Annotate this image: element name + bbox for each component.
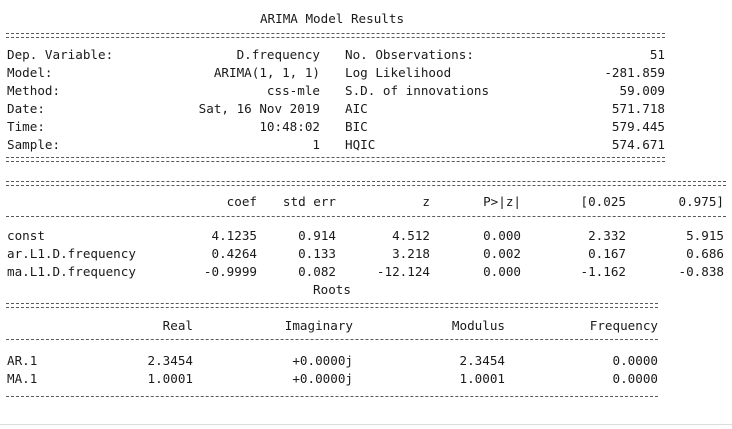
stat-value: 51: [649, 47, 665, 62]
info-value: D.frequency: [236, 47, 320, 62]
stat-label: HQIC: [345, 137, 376, 152]
stat-value: 571.718: [611, 101, 665, 116]
coef-cell: -0.9999: [203, 264, 257, 279]
roots-column-header: Frequency: [589, 318, 658, 333]
coef-cell: 0.133: [298, 246, 336, 261]
coef-cell: 0.914: [298, 228, 336, 243]
roots-cell: +0.0000j: [292, 353, 353, 368]
roots-column-header: Real: [162, 318, 193, 333]
coef-cell: 0.000: [483, 228, 521, 243]
stat-value: 579.445: [611, 119, 665, 134]
roots-cell: 2.3454: [459, 353, 506, 368]
stat-label: AIC: [345, 101, 368, 116]
coef-cell: -12.124: [376, 264, 430, 279]
rule-roots-header: [6, 339, 658, 340]
coef-cell: 2.332: [588, 228, 626, 243]
coef-cell: 0.4264: [211, 246, 258, 261]
roots-cell: 1.0001: [459, 371, 506, 386]
coef-cell: 5.915: [686, 228, 724, 243]
stat-label: Log Likelihood: [345, 65, 452, 80]
coef-cell: -1.162: [580, 264, 627, 279]
stat-label: No. Observations:: [345, 47, 474, 62]
info-label: Method:: [7, 83, 61, 98]
info-label: Time:: [7, 119, 45, 134]
info-value: Sat, 16 Nov 2019: [198, 101, 320, 116]
coef-column-header: 0.975]: [678, 194, 725, 209]
stat-value: 574.671: [611, 137, 665, 152]
roots-cell: 0.0000: [612, 353, 659, 368]
roots-row-name: MA.1: [7, 371, 38, 386]
coef-column-header: coef: [226, 194, 257, 209]
info-label: Date:: [7, 101, 45, 116]
coef-column-header: z: [422, 194, 430, 209]
stat-label: S.D. of innovations: [345, 83, 490, 98]
coef-cell: 0.000: [483, 264, 521, 279]
roots-cell: +0.0000j: [292, 371, 353, 386]
rule-coef-header: [6, 216, 726, 217]
roots-title: Roots: [313, 282, 351, 297]
coef-cell: 0.082: [298, 264, 336, 279]
coef-cell: 4.1235: [211, 228, 258, 243]
info-value: ARIMA(1, 1, 1): [213, 65, 320, 80]
coef-row-name: const: [7, 228, 45, 243]
info-label: Sample:: [7, 137, 61, 152]
coef-cell: 0.002: [483, 246, 521, 261]
coef-column-header: P>|z|: [483, 194, 521, 209]
coef-row-name: ar.L1.D.frequency: [7, 246, 136, 261]
coef-row-name: ma.L1.D.frequency: [7, 264, 136, 279]
roots-cell: 0.0000: [612, 371, 659, 386]
rule-top: [6, 33, 665, 38]
roots-column-header: Modulus: [451, 318, 505, 333]
stat-label: BIC: [345, 119, 368, 134]
rule-roots-bottom: [6, 396, 658, 397]
info-label: Dep. Variable:: [7, 47, 114, 62]
roots-cell: 1.0001: [147, 371, 194, 386]
info-value: css-mle: [266, 83, 320, 98]
roots-cell: 2.3454: [147, 353, 194, 368]
stat-value: 59.009: [619, 83, 666, 98]
coef-column-header: [0.025: [580, 194, 627, 209]
rule-roots-top: [6, 303, 658, 308]
roots-column-header: Imaginary: [284, 318, 353, 333]
info-value: 10:48:02: [259, 119, 320, 134]
output-cell-border: [0, 424, 732, 425]
coef-cell: 4.512: [392, 228, 430, 243]
info-label: Model:: [7, 65, 53, 80]
coef-cell: -0.838: [678, 264, 725, 279]
rule-info-end: [6, 157, 665, 162]
info-value: 1: [312, 137, 320, 152]
coef-cell: 0.686: [686, 246, 724, 261]
coef-cell: 0.167: [588, 246, 626, 261]
rule-coef-top: [6, 181, 726, 186]
stat-value: -281.859: [604, 65, 665, 80]
coef-cell: 3.218: [392, 246, 430, 261]
report-title: ARIMA Model Results: [259, 11, 405, 26]
coef-column-header: std err: [282, 194, 336, 209]
roots-row-name: AR.1: [7, 353, 38, 368]
